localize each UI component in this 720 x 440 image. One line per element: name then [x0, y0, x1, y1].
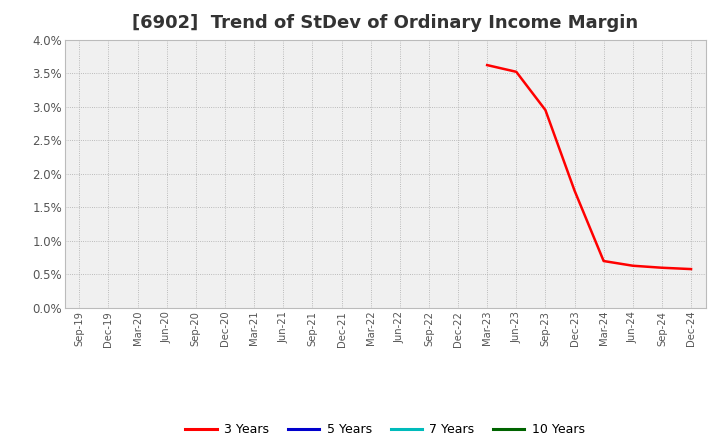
- Legend: 3 Years, 5 Years, 7 Years, 10 Years: 3 Years, 5 Years, 7 Years, 10 Years: [181, 418, 590, 440]
- Title: [6902]  Trend of StDev of Ordinary Income Margin: [6902] Trend of StDev of Ordinary Income…: [132, 15, 638, 33]
